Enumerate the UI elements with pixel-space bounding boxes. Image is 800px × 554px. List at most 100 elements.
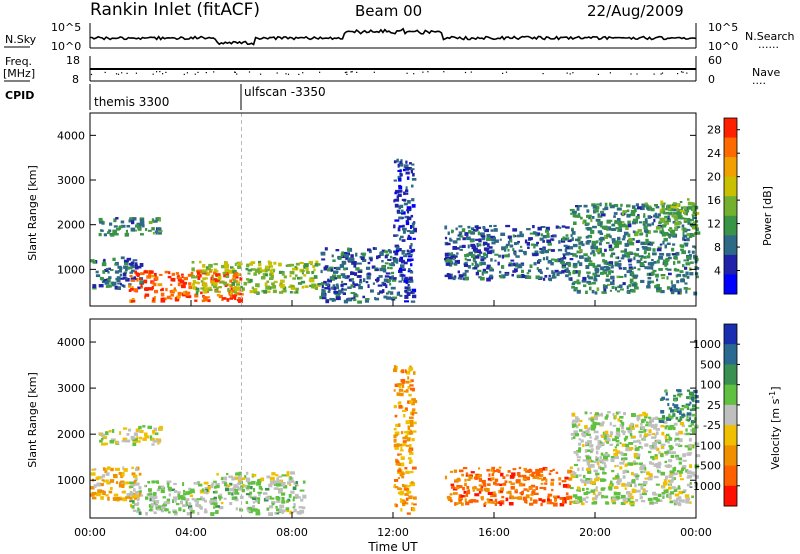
- scatter-cell: [529, 264, 533, 269]
- colorbar-swatch: [724, 384, 737, 406]
- scatter-cell: [558, 477, 562, 481]
- scatter-cell: [120, 484, 125, 487]
- scatter-cell: [634, 483, 637, 488]
- scatter-cell: [627, 220, 631, 224]
- scatter-cell: [374, 297, 380, 301]
- scatter-cell: [584, 257, 589, 262]
- scatter-cell: [512, 228, 518, 232]
- scatter-cell: [297, 276, 301, 280]
- scatter-cell: [665, 208, 669, 211]
- scatter-cell: [492, 467, 495, 471]
- scatter-cell: [480, 256, 485, 258]
- scatter-cell: [660, 453, 664, 458]
- scatter-cell: [394, 252, 399, 256]
- scatter-cell: [606, 219, 611, 224]
- scatter-cell: [147, 481, 151, 484]
- scatter-cell: [494, 253, 499, 256]
- scatter-cell: [674, 226, 678, 230]
- scatter-cell: [493, 481, 497, 485]
- scatter-cell: [108, 490, 113, 494]
- scatter-cell: [661, 415, 665, 419]
- scatter-cell: [203, 481, 209, 485]
- scatter-cell: [397, 453, 400, 456]
- scatter-cell: [98, 217, 103, 222]
- scatter-cell: [265, 273, 268, 277]
- scatter-cell: [276, 499, 281, 503]
- scatter-cell: [595, 489, 598, 492]
- scatter-cell: [643, 215, 646, 218]
- scatter-cell: [213, 485, 217, 489]
- scatter-cell: [402, 499, 406, 503]
- scatter-cell: [394, 443, 400, 448]
- scatter-cell: [568, 477, 573, 481]
- scatter-cell: [691, 407, 697, 411]
- scatter-cell: [661, 277, 665, 280]
- scatter-cell: [266, 475, 271, 479]
- noise-sky-line: [90, 27, 697, 46]
- scatter-cell: [250, 268, 256, 271]
- scatter-cell: [257, 491, 262, 494]
- scatter-cell: [624, 501, 629, 504]
- scatter-cell: [137, 507, 140, 511]
- scatter-cell: [138, 436, 142, 440]
- scatter-cell: [695, 454, 701, 458]
- scatter-cell: [401, 239, 406, 242]
- scatter-cell: [604, 495, 609, 499]
- scatter-cell: [496, 501, 499, 504]
- nave-dot: [121, 72, 123, 74]
- scatter-cell: [304, 285, 309, 288]
- scatter-cell: [528, 237, 533, 241]
- scatter-cell: [547, 498, 550, 502]
- scatter-cell: [506, 491, 510, 494]
- scatter-cell: [512, 468, 517, 471]
- scatter-cell: [238, 480, 243, 485]
- scatter-cell: [543, 487, 547, 491]
- scatter-cell: [94, 260, 98, 264]
- scatter-cell: [411, 502, 414, 505]
- scatter-cell: [254, 499, 258, 503]
- scatter-cell: [292, 277, 296, 280]
- scatter-cell: [572, 472, 577, 476]
- scatter-cell: [467, 490, 471, 495]
- scatter-cell: [538, 259, 542, 263]
- scatter-cell: [577, 270, 581, 274]
- scatter-cell: [178, 495, 181, 500]
- scatter-cell: [590, 418, 594, 422]
- scatter-cell: [614, 261, 619, 264]
- scatter-cell: [677, 260, 681, 264]
- scatter-cell: [156, 488, 161, 492]
- scatter-cell: [212, 284, 217, 289]
- scatter-cell: [393, 179, 398, 182]
- scatter-cell: [367, 284, 370, 288]
- scatter-cell: [586, 433, 591, 436]
- scatter-cell: [600, 442, 605, 446]
- scatter-cell: [218, 294, 223, 299]
- scatter-cell: [151, 480, 156, 484]
- scatter-cell: [587, 470, 592, 474]
- scatter-cell: [603, 271, 608, 275]
- scatter-cell: [182, 504, 187, 507]
- scatter-cell: [303, 274, 307, 277]
- scatter-cell: [480, 496, 484, 499]
- scatter-cell: [196, 500, 199, 504]
- scatter-cell: [595, 422, 601, 426]
- scatter-cell: [140, 429, 144, 434]
- scatter-cell: [444, 258, 448, 261]
- scatter-cell: [694, 464, 699, 469]
- scatter-cell: [398, 280, 403, 283]
- scatter-cell: [207, 288, 213, 292]
- scatter-cell: [601, 462, 606, 465]
- scatter-cell: [520, 274, 525, 278]
- scatter-cell: [501, 246, 506, 251]
- scatter-cell: [685, 289, 688, 294]
- nave-dot: [248, 71, 251, 73]
- scatter-cell: [602, 270, 605, 274]
- scatter-cell: [678, 461, 682, 465]
- scatter-cell: [152, 430, 155, 435]
- scatter-cell: [187, 273, 193, 277]
- scatter-cell: [153, 289, 159, 294]
- scatter-cell: [665, 438, 669, 443]
- scatter-cell: [695, 442, 700, 446]
- scatter-cell: [529, 232, 535, 235]
- scatter-cell: [109, 479, 115, 483]
